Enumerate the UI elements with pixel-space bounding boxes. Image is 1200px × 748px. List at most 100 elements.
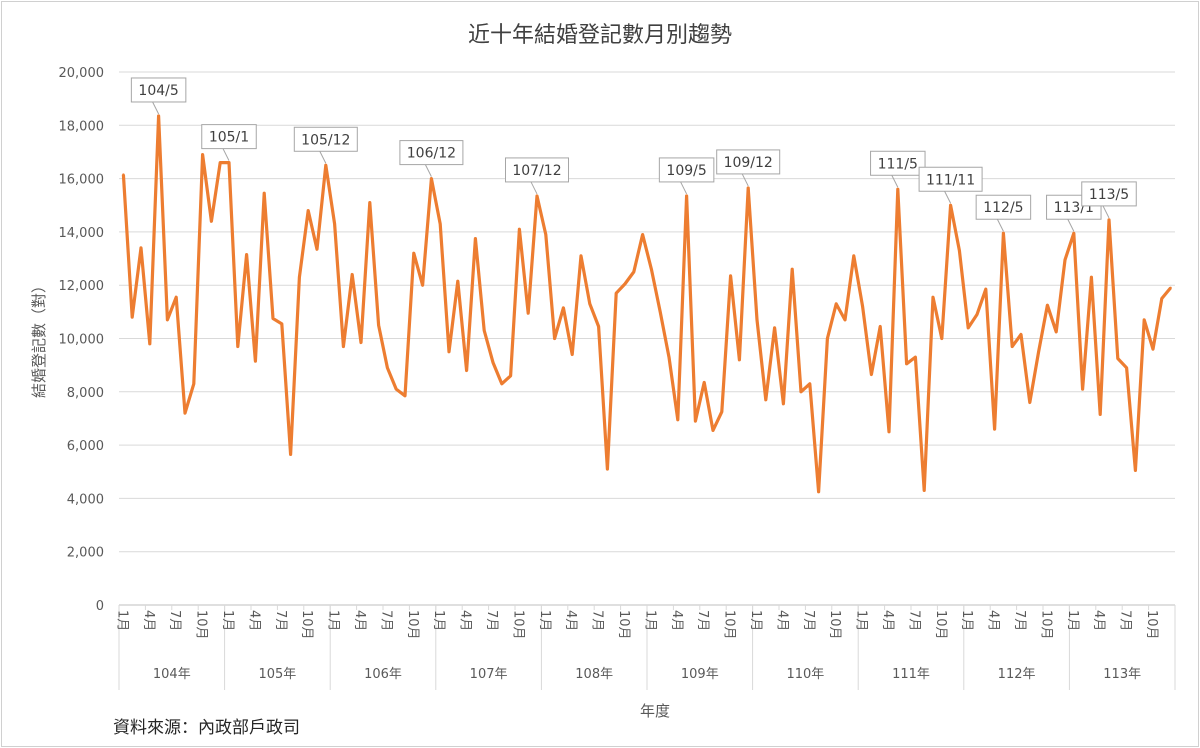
data-point xyxy=(940,337,943,340)
month-tick-label: 10月 xyxy=(194,610,209,640)
data-point xyxy=(1099,413,1102,416)
month-tick-label: 4月 xyxy=(458,610,473,631)
data-point xyxy=(984,287,987,291)
month-tick-label: 4月 xyxy=(352,610,367,631)
data-point xyxy=(395,387,398,391)
data-point xyxy=(192,382,195,386)
month-tick-label: 4月 xyxy=(246,610,261,631)
data-point xyxy=(571,353,574,356)
data-point xyxy=(289,453,292,456)
month-tick-label: 7月 xyxy=(590,610,605,631)
annotation-callout: 111/11 xyxy=(918,166,983,204)
year-label: 111年 xyxy=(892,667,930,682)
month-tick-label: 1月 xyxy=(959,610,974,631)
annotation-label: 111/5 xyxy=(878,156,918,172)
month-tick-label: 1月 xyxy=(748,610,763,631)
callout-box xyxy=(975,194,1032,220)
y-tick-label: 20,000 xyxy=(59,66,105,81)
data-point xyxy=(1046,303,1049,307)
data-point xyxy=(773,326,776,330)
annotation-callout: 104/5 xyxy=(130,77,187,115)
x-axis-label: 年度 xyxy=(640,702,670,720)
data-point xyxy=(227,161,231,164)
y-tick-label: 12,000 xyxy=(59,279,105,294)
annotation-label: 109/12 xyxy=(724,155,773,171)
data-point xyxy=(1037,350,1040,354)
month-tick-label: 1月 xyxy=(642,610,657,631)
data-point xyxy=(905,362,908,366)
data-point xyxy=(808,382,811,386)
month-tick-label: 1月 xyxy=(326,610,341,631)
y-tick-label: 8,000 xyxy=(67,386,104,401)
data-point xyxy=(403,394,407,397)
data-point xyxy=(1011,345,1014,348)
data-point xyxy=(650,268,653,271)
year-label: 107年 xyxy=(470,667,508,682)
data-point xyxy=(923,489,926,492)
year-label: 108年 xyxy=(575,667,613,682)
month-tick-label: 10月 xyxy=(722,610,737,640)
data-point xyxy=(1107,218,1111,222)
data-point xyxy=(377,323,380,327)
data-point xyxy=(465,369,468,372)
data-point xyxy=(720,410,723,413)
annotation-callout: 105/1 xyxy=(201,124,257,161)
data-point xyxy=(914,355,917,359)
data-point xyxy=(958,249,961,252)
data-point xyxy=(729,274,732,278)
annotation-callout: 105/12 xyxy=(293,126,358,164)
callout-pointer xyxy=(1102,205,1110,219)
month-tick-label: 7月 xyxy=(273,610,288,631)
month-tick-label: 10月 xyxy=(1144,610,1159,640)
data-point xyxy=(1116,357,1120,360)
data-point xyxy=(535,194,539,198)
callout-box xyxy=(1081,181,1137,207)
data-point xyxy=(747,186,750,190)
data-point xyxy=(791,268,794,271)
data-point xyxy=(879,325,882,328)
data-point xyxy=(483,329,486,332)
data-series-line xyxy=(121,114,1172,494)
data-point xyxy=(324,164,327,167)
data-point xyxy=(1063,258,1067,262)
data-point xyxy=(632,270,635,274)
data-point xyxy=(782,402,785,405)
annotation-label: 105/1 xyxy=(209,130,249,146)
month-tick-label: 4月 xyxy=(563,610,578,631)
y-tick-label: 2,000 xyxy=(67,546,104,561)
data-point xyxy=(474,237,477,240)
data-point xyxy=(368,201,371,204)
data-point xyxy=(1151,347,1155,351)
month-tick-label: 10月 xyxy=(299,610,314,640)
data-point xyxy=(148,342,151,346)
data-point xyxy=(861,305,864,308)
month-tick-label: 4月 xyxy=(880,610,895,631)
callout-box xyxy=(1046,194,1102,220)
year-label: 112年 xyxy=(998,667,1036,682)
data-point xyxy=(755,318,759,322)
data-point xyxy=(764,398,767,401)
month-tick-label: 10月 xyxy=(616,610,631,640)
data-point xyxy=(852,254,855,258)
data-point xyxy=(659,310,662,314)
data-point xyxy=(870,373,873,376)
month-tick-label: 10月 xyxy=(405,610,420,640)
callout-box xyxy=(505,157,569,183)
y-tick-label: 0 xyxy=(96,599,104,614)
month-tick-label: 1月 xyxy=(1065,610,1080,631)
data-point xyxy=(817,490,820,493)
data-point xyxy=(949,204,952,207)
annotation-callout: 113/5 xyxy=(1081,181,1137,219)
callout-pointer xyxy=(1067,219,1075,232)
month-tick-label: 10月 xyxy=(510,610,525,640)
data-point xyxy=(219,161,222,164)
annotation-label: 111/11 xyxy=(926,172,975,188)
data-point xyxy=(676,418,679,421)
annotation-callout: 107/12 xyxy=(505,157,569,195)
data-point xyxy=(1134,469,1137,472)
month-tick-label: 10月 xyxy=(933,610,948,640)
month-tick-label: 7月 xyxy=(801,610,816,631)
y-tick-label: 18,000 xyxy=(59,119,105,134)
